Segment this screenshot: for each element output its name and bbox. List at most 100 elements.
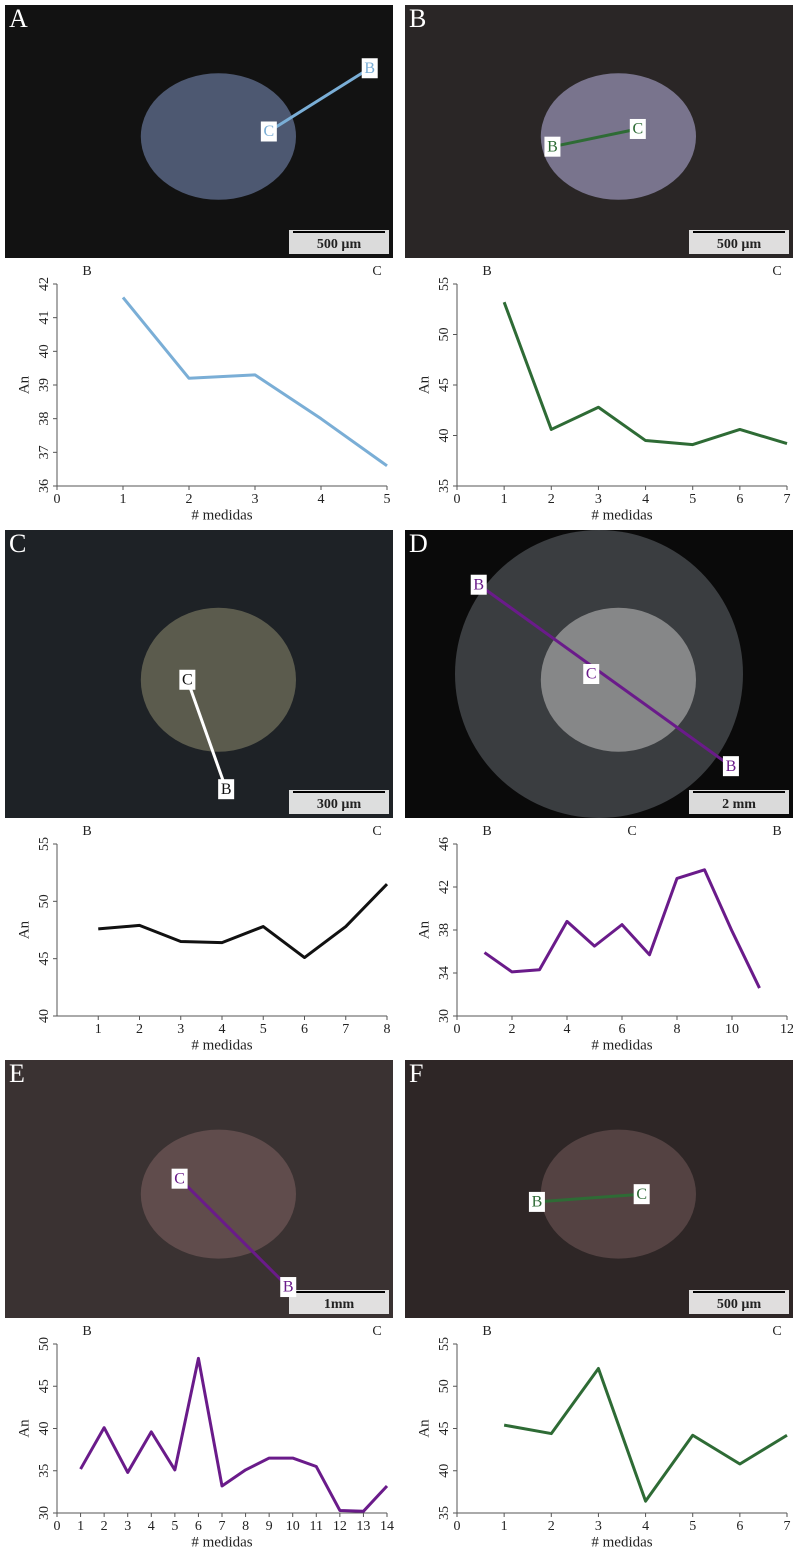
profile-endpoint: B (482, 264, 491, 279)
scale-bar-label: 500 µm (717, 237, 762, 252)
x-tick-label: 7 (342, 1022, 349, 1037)
data-line (81, 1358, 387, 1511)
y-axis-label: An (16, 1419, 32, 1438)
x-tick-label: 5 (689, 492, 696, 507)
profile-endpoint: C (772, 264, 781, 279)
x-tick-label: 3 (595, 492, 602, 507)
profile-marker: C (182, 671, 193, 688)
y-axis-label: An (416, 920, 432, 939)
y-tick-label: 35 (437, 1506, 452, 1520)
y-tick-label: 46 (437, 837, 452, 851)
profile-marker: C (174, 1170, 185, 1187)
x-tick-label: 0 (454, 1519, 461, 1534)
y-tick-label: 45 (437, 378, 452, 392)
x-tick-label: 8 (242, 1519, 249, 1534)
profile-marker: B (726, 758, 737, 775)
x-tick-label: 2 (548, 492, 555, 507)
x-tick-label: 7 (784, 1519, 791, 1534)
x-tick-label: 9 (266, 1519, 273, 1534)
x-tick-label: 2 (548, 1519, 555, 1534)
profile-marker: C (636, 1186, 647, 1203)
y-tick-label: 50 (437, 328, 452, 342)
y-tick-label: 45 (37, 1379, 52, 1393)
x-tick-label: 0 (54, 1519, 61, 1534)
x-tick-label: 8 (674, 1022, 681, 1037)
scale-bar-label: 300 µm (317, 797, 362, 812)
y-tick-label: 55 (437, 1337, 452, 1351)
profile-endpoint: B (82, 1324, 91, 1339)
x-tick-label: 4 (148, 1519, 155, 1534)
scale-bar-label: 500 µm (317, 237, 362, 252)
x-tick-label: 7 (784, 492, 791, 507)
y-tick-label: 40 (37, 1422, 52, 1436)
x-axis-label: # medidas (591, 507, 652, 523)
profile-endpoint: C (772, 1324, 781, 1339)
panel-letter: E (9, 1059, 25, 1088)
profile-marker: B (473, 576, 484, 593)
profile-marker: B (364, 60, 375, 77)
x-tick-label: 2 (136, 1022, 143, 1037)
x-tick-label: 6 (736, 492, 743, 507)
x-tick-label: 2 (186, 492, 193, 507)
profile-endpoint: C (627, 824, 636, 839)
profile-endpoint: B (82, 264, 91, 279)
panel-letter: B (409, 4, 426, 33)
scale-bar: 500 µm (689, 1290, 789, 1314)
profile-endpoint: C (372, 824, 381, 839)
scale-bar: 2 mm (689, 790, 789, 814)
x-tick-label: 0 (454, 492, 461, 507)
profile-marker: B (547, 138, 558, 155)
profile-endpoint: B (82, 824, 91, 839)
scale-bar: 300 µm (289, 790, 389, 814)
y-tick-label: 50 (37, 1337, 52, 1351)
y-tick-label: 30 (37, 1506, 52, 1520)
y-tick-label: 55 (437, 277, 452, 291)
scale-bar: 500 µm (689, 230, 789, 254)
profile-endpoint: B (482, 1324, 491, 1339)
x-tick-label: 3 (595, 1519, 602, 1534)
y-tick-label: 50 (437, 1379, 452, 1393)
x-tick-label: 2 (101, 1519, 108, 1534)
x-tick-label: 6 (736, 1519, 743, 1534)
x-tick-label: 6 (301, 1022, 308, 1037)
data-line (485, 870, 760, 988)
x-axis-label: # medidas (191, 507, 252, 523)
y-tick-label: 30 (437, 1009, 452, 1023)
x-tick-label: 1 (501, 492, 508, 507)
x-tick-label: 4 (219, 1022, 226, 1037)
y-tick-label: 34 (437, 966, 452, 980)
y-tick-label: 39 (37, 378, 52, 392)
panel-letter: C (9, 529, 26, 558)
y-tick-label: 41 (37, 311, 52, 325)
profile-endpoint: B (482, 824, 491, 839)
x-axis-label: # medidas (591, 1037, 652, 1053)
y-tick-label: 42 (37, 277, 52, 291)
x-tick-label: 5 (384, 492, 391, 507)
profile-marker: B (221, 781, 232, 798)
y-tick-label: 35 (37, 1464, 52, 1478)
profile-marker: C (264, 123, 275, 140)
crystal (141, 608, 296, 752)
x-tick-label: 13 (356, 1519, 370, 1534)
crystal (141, 1130, 296, 1259)
x-tick-label: 2 (509, 1022, 516, 1037)
x-tick-label: 5 (171, 1519, 178, 1534)
panel-letter: D (409, 529, 428, 558)
x-tick-label: 4 (318, 492, 325, 507)
scale-bar: 500 µm (289, 230, 389, 254)
y-tick-label: 37 (37, 445, 52, 459)
y-tick-label: 38 (37, 412, 52, 426)
x-tick-label: 1 (501, 1519, 508, 1534)
profile-endpoint: C (372, 1324, 381, 1339)
x-tick-label: 1 (120, 492, 127, 507)
x-tick-label: 3 (124, 1519, 131, 1534)
y-tick-label: 38 (437, 923, 452, 937)
scale-bar-label: 500 µm (717, 1297, 762, 1312)
figure: A500 µmBCBC36373839404142012345# medidas… (0, 0, 793, 1559)
scale-bar-label: 1mm (324, 1297, 355, 1312)
x-tick-label: 8 (384, 1022, 391, 1037)
profile-marker: B (532, 1194, 543, 1211)
x-tick-label: 0 (54, 492, 61, 507)
x-axis-label: # medidas (191, 1534, 252, 1550)
y-axis-label: An (416, 375, 432, 394)
